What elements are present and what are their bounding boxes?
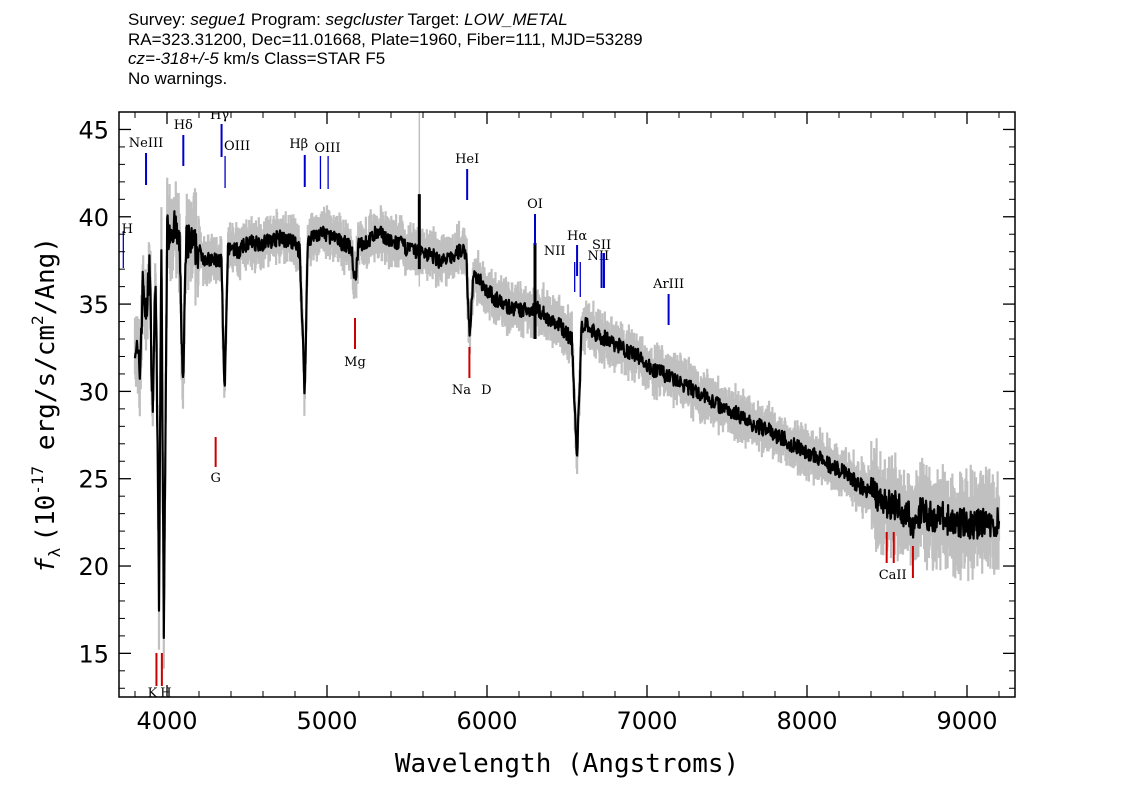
absorption-line-label: H	[160, 686, 171, 701]
emission-line-label: H	[122, 222, 133, 237]
emission-line-label: Hδ	[174, 118, 193, 133]
absorption-line-label: K	[148, 686, 158, 701]
y-axis-title-mid: erg/s/cm	[31, 325, 61, 466]
emission-line-label: Hγ	[210, 108, 229, 123]
y-axis-title: fλ (10-17 erg/s/cm2/Ang)	[28, 237, 64, 573]
absorption-line-label: G	[210, 471, 220, 486]
header-line-coordinates: RA=323.31200, Dec=11.01668, Plate=1960, …	[128, 29, 643, 49]
target-value: LOW_METAL	[464, 10, 568, 29]
emission-line-label: OIII	[224, 139, 250, 154]
x-tick-label: 5000	[296, 707, 357, 735]
plot-frame	[118, 111, 1016, 698]
cz-unit-class: km/s Class=STAR F5	[223, 49, 386, 68]
emission-line-label: NeIII	[129, 136, 163, 151]
x-tick-label: 8000	[776, 707, 837, 735]
x-tick-label: 9000	[936, 707, 997, 735]
emission-line-label: OI	[527, 197, 543, 212]
emission-line-label: NII	[544, 244, 566, 259]
y-tick-label: 25	[78, 466, 109, 494]
y-axis-title-close: /Ang)	[31, 237, 61, 315]
y-tick-label: 15	[78, 640, 109, 668]
flux-error-bars	[133, 177, 1001, 669]
survey-key: Survey:	[128, 10, 186, 29]
program-value: segcluster	[325, 10, 404, 29]
y-tick-label: 30	[78, 378, 109, 406]
flux-series	[133, 112, 1001, 640]
y-axis-title-exp: -17	[28, 466, 47, 495]
y-axis-title-f: f	[31, 557, 61, 573]
y-axis-title-open: (10	[31, 495, 61, 542]
flux-line	[133, 210, 1001, 640]
flux-error-band	[133, 177, 1001, 669]
absorption-line-label: Na	[452, 383, 471, 398]
y-axis-title-sq: 2	[28, 315, 47, 325]
x-tick-label: 7000	[616, 707, 677, 735]
x-tick-label: 4000	[136, 707, 197, 735]
axis-ticks: 4000 5000 6000 7000 8000 9000 15 20 25 30 35 40 45	[78, 111, 1015, 735]
emission-line-label: Hβ	[289, 137, 308, 152]
cz-key: cz=	[128, 49, 155, 68]
spectrum-header: Survey: segue1 Program: segcluster Targe…	[128, 10, 643, 88]
header-line-survey: Survey: segue1 Program: segcluster Targe…	[128, 10, 643, 30]
header-line-warnings: No warnings.	[128, 68, 228, 88]
y-tick-label: 20	[78, 553, 109, 581]
emission-line-label: HeI	[455, 152, 479, 167]
y-tick-label: 45	[78, 116, 109, 144]
emission-line-label: Hα	[567, 229, 587, 244]
header-line-redshift: cz=-318+/-5 km/s Class=STAR F5	[128, 49, 643, 69]
emission-line-label: OIII	[314, 141, 340, 156]
y-axis-title-lambda: λ	[45, 547, 64, 557]
x-tick-label: 6000	[456, 707, 517, 735]
emission-line-label: ArIII	[652, 277, 684, 292]
target-key: Target:	[407, 10, 460, 29]
absorption-line-label: CaII	[879, 568, 907, 583]
emission-line-label: SII	[592, 238, 611, 253]
absorption-line-label: D	[481, 383, 491, 398]
program-key: Program:	[250, 10, 321, 29]
survey-value: segue1	[190, 10, 247, 29]
x-axis-title: Wavelength (Angstroms)	[395, 749, 739, 779]
y-tick-label: 40	[78, 204, 109, 232]
y-tick-label: 35	[78, 291, 109, 319]
cz-value: -318+/-5	[154, 49, 219, 68]
absorption-line-label: Mg	[344, 355, 366, 370]
